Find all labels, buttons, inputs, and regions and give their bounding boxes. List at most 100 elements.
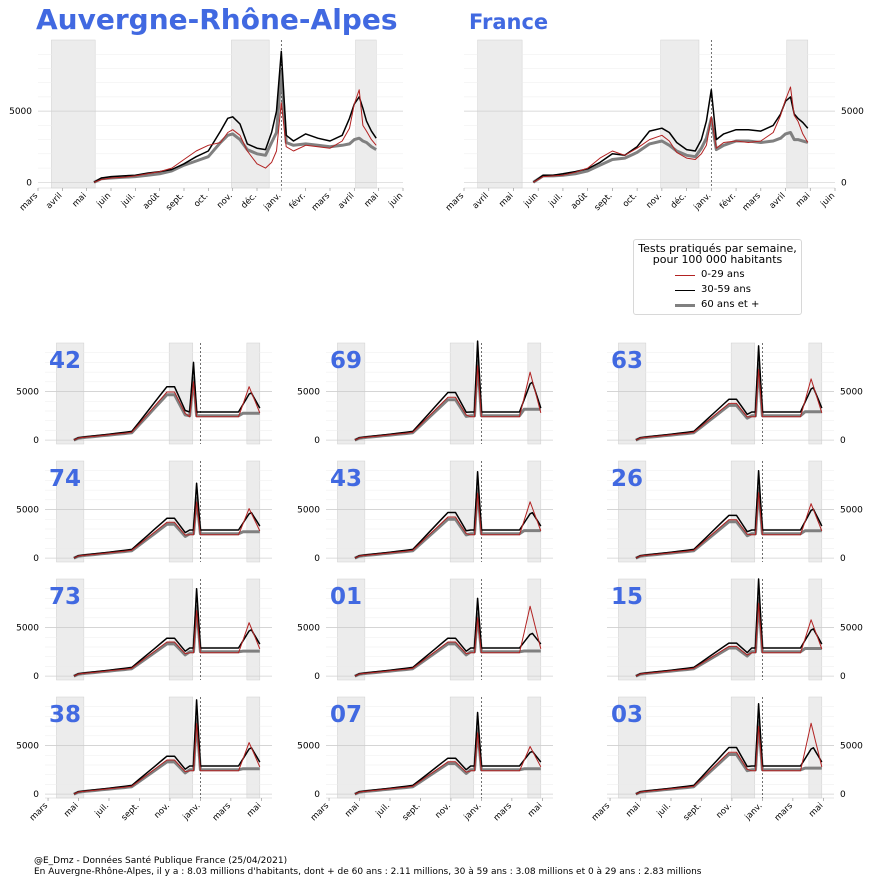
x-tick-label: sept.: [164, 191, 186, 213]
x-tick-label: mai: [363, 191, 381, 209]
series-0-29: [354, 605, 542, 677]
x-tick-label: oct.: [192, 191, 210, 209]
x-tick-label: août: [141, 191, 162, 212]
x-tick-label: mars: [773, 801, 796, 824]
lockdown-period: [355, 39, 377, 189]
series-60-plus: [635, 720, 822, 796]
lockdown-period: [168, 696, 194, 799]
lockdown-period: [56, 342, 85, 445]
y-tick-label: 0: [840, 436, 846, 446]
chart-dept-69: 0 5000 69: [297, 340, 553, 446]
x-tick-label: mars: [444, 191, 467, 214]
series-30-59: [635, 703, 823, 795]
x-tick-label: oct.: [621, 191, 639, 209]
department-label: 43: [330, 466, 362, 492]
lockdown-period: [808, 696, 823, 799]
legend-item-young: 0-29 ans: [675, 269, 795, 281]
lockdown-period: [730, 578, 756, 681]
y-tick-label: 0: [841, 178, 847, 188]
department-label: 42: [49, 348, 81, 374]
lockdown-period: [730, 342, 756, 445]
y-tick-label: 5000: [16, 624, 39, 634]
x-tick-label: mai: [71, 191, 89, 209]
series-30-59: [354, 711, 542, 795]
y-tick-label: 0: [26, 178, 32, 188]
series-60-plus: [73, 496, 260, 560]
y-tick-label: 5000: [297, 506, 320, 516]
series-0-29: [533, 86, 809, 183]
x-tick-label: avril: [768, 191, 788, 211]
lockdown-period: [246, 460, 261, 563]
lockdown-period: [449, 460, 475, 563]
y-tick-label: 0: [314, 554, 320, 564]
x-tick-label: juil.: [119, 191, 138, 210]
series-60-plus: [93, 69, 377, 184]
x-tick-label: janv.: [181, 801, 203, 823]
x-tick-label: mai: [807, 801, 825, 819]
lockdown-period: [337, 696, 366, 799]
lockdown-period: [449, 578, 475, 681]
x-tick-label: sept.: [401, 801, 423, 823]
department-charts: 0 5000 42 0 5000 69 0 5000 63 0 5000 74 0 5000 43 0 5000…: [16, 340, 863, 824]
department-label: 73: [49, 584, 81, 610]
y-tick-label: 5000: [16, 506, 39, 516]
lockdown-period: [56, 578, 85, 681]
y-tick-label: 5000: [841, 107, 864, 117]
legend-swatch-young: [675, 275, 695, 276]
lockdown-period: [449, 342, 475, 445]
y-tick-label: 0: [314, 672, 320, 682]
series-0-29: [73, 610, 261, 677]
legend-swatch-old: [675, 304, 695, 307]
y-tick-label: 5000: [16, 388, 39, 398]
x-tick-label: mai: [497, 191, 515, 209]
x-tick-label: mai: [794, 191, 812, 209]
series-60-plus: [354, 487, 541, 560]
lockdown-period: [660, 39, 700, 189]
x-tick-label: nov.: [714, 801, 734, 821]
x-tick-label: sept.: [593, 191, 615, 213]
x-tick-label: janv.: [692, 191, 714, 213]
x-tick-label: avril: [336, 191, 356, 211]
y-tick-label: 5000: [297, 388, 320, 398]
region-title: Auvergne-Rhône-Alpes: [36, 3, 398, 36]
series-0-29: [354, 732, 542, 795]
x-tick-label: sept.: [120, 801, 142, 823]
x-tick-label: févr.: [287, 190, 308, 211]
series-30-59: [73, 361, 261, 441]
department-label: 74: [49, 466, 81, 492]
series-60-plus: [354, 359, 541, 442]
y-tick-label: 0: [33, 790, 39, 800]
x-tick-label: août: [569, 191, 590, 212]
x-tick-label: sept.: [682, 801, 704, 823]
y-tick-label: 5000: [297, 624, 320, 634]
department-label: 26: [611, 466, 643, 492]
x-tick-label: juin: [522, 191, 541, 210]
lockdown-period: [168, 578, 194, 681]
lockdown-period: [449, 696, 475, 799]
series-30-59: [73, 699, 261, 795]
series-60-plus: [354, 612, 541, 678]
chart-legend: Tests pratiqués par semaine, pour 100 00…: [633, 239, 802, 315]
lockdown-period: [618, 342, 647, 445]
legend-title-line1: Tests pratiqués par semaine,: [638, 242, 797, 255]
lockdown-period: [337, 342, 366, 445]
lockdown-period: [618, 578, 647, 681]
series-30-59: [73, 587, 261, 677]
x-tick-label: mai: [62, 801, 80, 819]
series-30-59: [354, 470, 542, 559]
legend-title-line2: pour 100 000 habitants: [652, 253, 783, 266]
series-0-29: [635, 492, 823, 559]
chart-dept-43: 0 5000 43: [297, 460, 553, 564]
x-tick-label: janv.: [262, 191, 284, 213]
legend-item-old: 60 ans et +: [675, 299, 795, 311]
legend-label-old: 60 ans et +: [701, 299, 760, 310]
department-label: 69: [330, 348, 362, 374]
series-30-59: [635, 345, 823, 441]
x-tick-label: juil.: [374, 801, 393, 820]
chart-dept-01: 0 5000 01: [297, 578, 553, 682]
y-tick-label: 5000: [840, 506, 863, 516]
